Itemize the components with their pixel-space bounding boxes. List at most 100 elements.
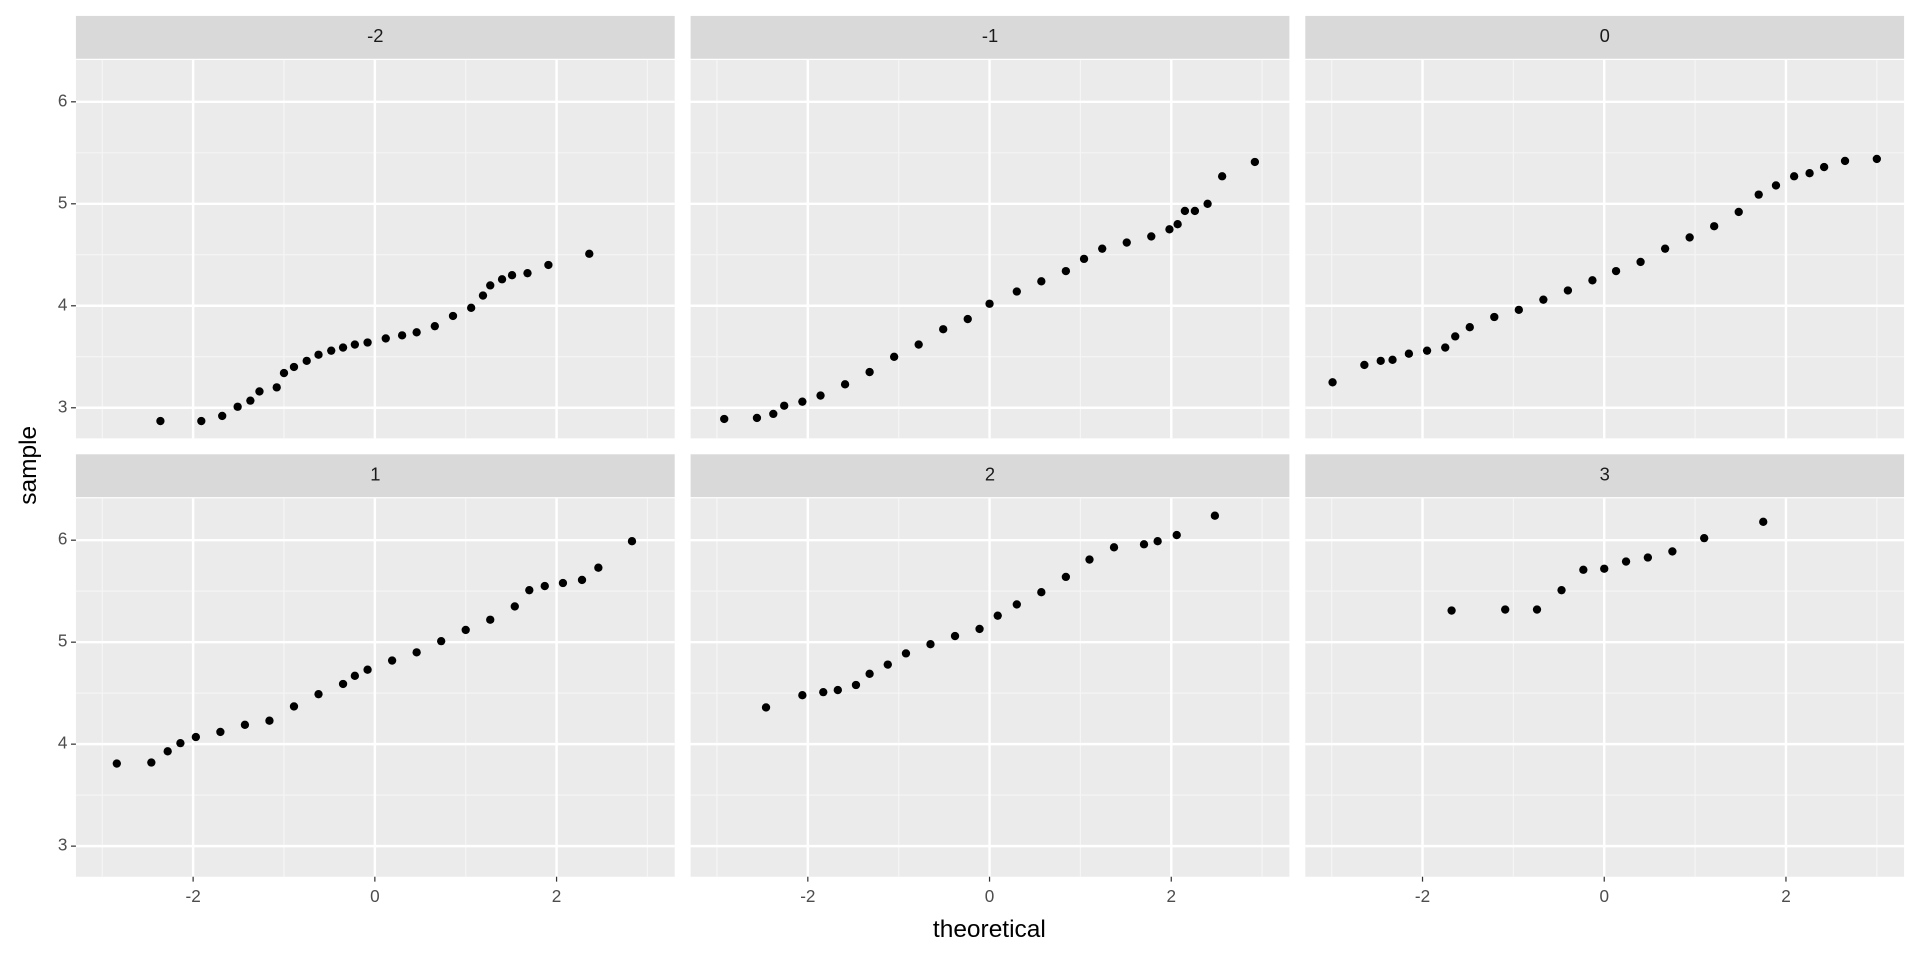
point [1600,564,1609,573]
point [1441,343,1450,352]
point [461,625,470,635]
y-tick-label: 4 [58,294,68,314]
point [1563,286,1573,295]
point [883,660,892,669]
point [1668,547,1677,556]
point [327,346,336,355]
point [1109,543,1119,552]
strip-background [1305,454,1905,498]
point [314,350,323,359]
x-tick-label: 2 [1781,886,1791,906]
point [381,334,390,343]
point [1710,222,1719,231]
point [1579,565,1588,574]
point [1700,533,1709,543]
point [1172,530,1181,540]
point [761,703,771,712]
point [1180,206,1190,216]
point [1122,238,1131,247]
point [1514,305,1523,315]
point [950,631,960,641]
point [1217,172,1227,181]
y-tick-label: 4 [58,733,68,753]
point [1734,207,1743,217]
point [246,396,255,405]
point [780,401,789,410]
facet-title: 1 [370,464,380,485]
point [1147,232,1156,241]
point [1539,295,1548,304]
x-tick-label: 0 [985,886,995,906]
point [865,367,874,377]
point [1328,378,1337,387]
point [1190,206,1200,216]
point [752,413,762,423]
point [1061,572,1071,582]
point [486,281,495,290]
y-tick-label: 5 [58,192,68,212]
point [1465,323,1474,332]
point [1789,172,1799,181]
point [833,685,842,695]
strip-background [75,15,675,59]
y-tick-label: 6 [58,90,68,110]
point [914,340,923,349]
point [240,720,250,729]
point [577,575,587,585]
point [163,747,172,756]
point [1079,254,1089,264]
y-tick-label: 3 [58,835,68,855]
point [255,387,264,396]
point [1061,266,1071,276]
y-axis-title: sample [15,426,42,505]
point [412,328,421,337]
facet-title: -1 [982,25,998,46]
point [265,716,274,725]
point [720,414,729,424]
point [233,402,242,411]
point [289,362,299,372]
point [1388,355,1397,365]
point [279,368,289,378]
point [437,636,446,646]
point [525,585,534,595]
point [197,416,206,426]
point [1451,332,1460,341]
point [363,338,372,347]
point [889,352,899,361]
facet-title: -2 [367,25,383,46]
point [216,727,225,737]
point [1037,277,1046,286]
point [1501,605,1510,614]
point [816,391,825,400]
point [363,665,372,674]
point [1250,157,1260,167]
point [1404,349,1414,358]
point [387,656,397,665]
point [1139,540,1149,549]
point [412,648,421,657]
point [939,325,948,334]
point [486,615,495,624]
point [191,732,201,742]
point [1611,266,1621,276]
facet-title: 0 [1600,25,1610,46]
y-tick-label: 3 [58,396,68,416]
point [478,291,488,300]
point [1085,555,1094,564]
point [350,671,360,680]
point [1872,154,1881,164]
point [112,759,121,768]
point [627,537,637,546]
x-tick-label: -2 [800,886,815,906]
strip-background [690,454,1290,498]
point [338,343,348,352]
point [1685,233,1694,242]
point [1447,606,1456,615]
point [985,299,994,308]
strip-background [75,454,675,498]
point [1754,190,1763,199]
point [147,758,156,767]
point [350,340,360,349]
point [338,679,348,689]
